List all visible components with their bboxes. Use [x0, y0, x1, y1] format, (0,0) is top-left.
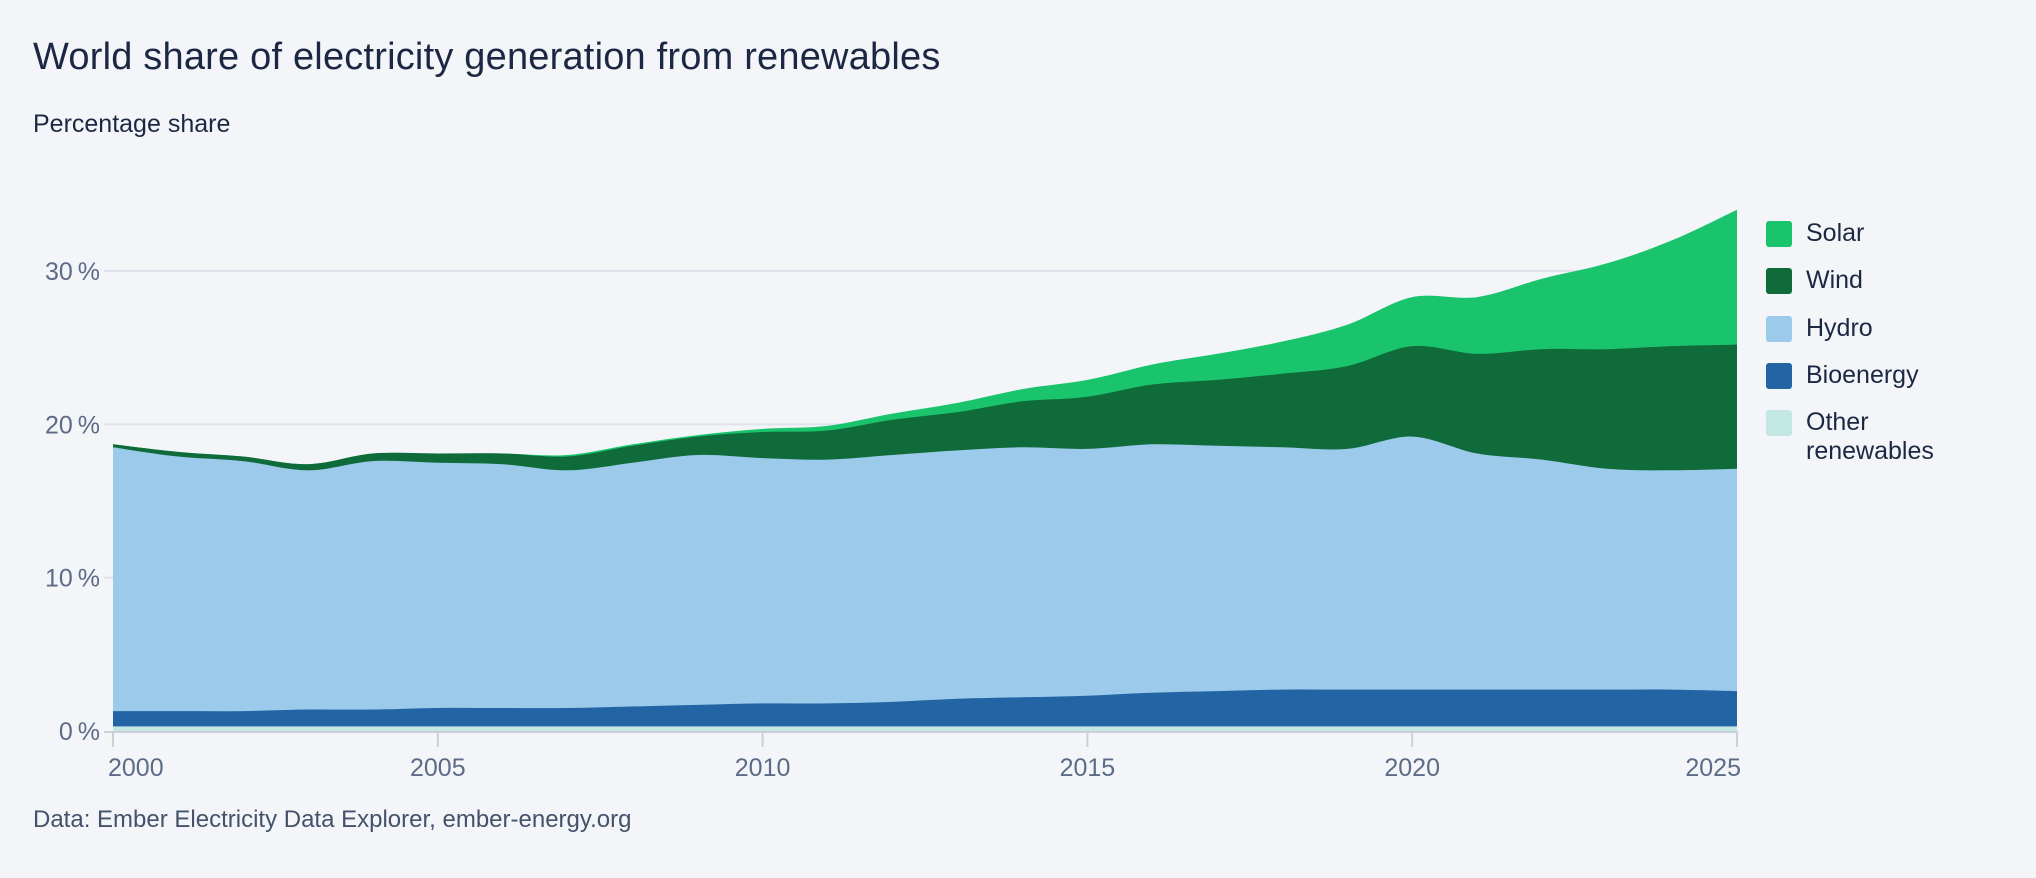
x-axis-label-2010: 2010	[735, 754, 791, 782]
area-other-renewables	[113, 726, 1737, 731]
x-axis-label-2020: 2020	[1384, 754, 1440, 782]
x-axis-label-2005: 2005	[410, 754, 466, 782]
data-source: Data: Ember Electricity Data Explorer, e…	[33, 806, 632, 833]
legend-item-bioenergy: Bioenergy	[1766, 361, 1984, 390]
x-axis-label-2025: 2025	[1685, 754, 1741, 782]
page-title: World share of electricity generation fr…	[33, 36, 941, 78]
chart-legend: Solar Wind Hydro Bioenergy Other renewab…	[1766, 219, 1984, 467]
legend-label-bioenergy: Bioenergy	[1806, 360, 1919, 389]
legend-item-hydro: Hydro	[1766, 314, 1984, 343]
x-axis-label-2015: 2015	[1060, 754, 1116, 782]
area-hydro	[113, 436, 1737, 731]
y-axis-label-20: 20 %	[45, 411, 100, 439]
legend-label-hydro: Hydro	[1806, 313, 1873, 342]
legend-swatch-bioenergy	[1766, 362, 1792, 389]
legend-swatch-hydro	[1766, 315, 1792, 342]
legend-swatch-other-renewables	[1766, 410, 1792, 436]
legend-item-solar: Solar	[1766, 219, 1984, 248]
legend-swatch-solar	[1766, 221, 1792, 247]
page-subtitle: Percentage share	[33, 110, 231, 138]
legend-label-solar: Solar	[1806, 219, 1865, 247]
legend-item-other-renewables: Other renewables	[1766, 408, 1984, 467]
legend-swatch-wind	[1766, 268, 1792, 295]
legend-label-wind: Wind	[1806, 266, 1863, 295]
y-axis-label-10: 10 %	[45, 565, 100, 593]
y-axis-label-0: 0 %	[59, 718, 100, 746]
legend-label-other-renewables: Other renewables	[1806, 408, 1934, 466]
x-axis-label-2000: 2000	[108, 754, 164, 782]
legend-item-wind: Wind	[1766, 266, 1984, 295]
y-axis-label-30: 30 %	[45, 258, 100, 286]
area-bioenergy	[113, 689, 1737, 731]
